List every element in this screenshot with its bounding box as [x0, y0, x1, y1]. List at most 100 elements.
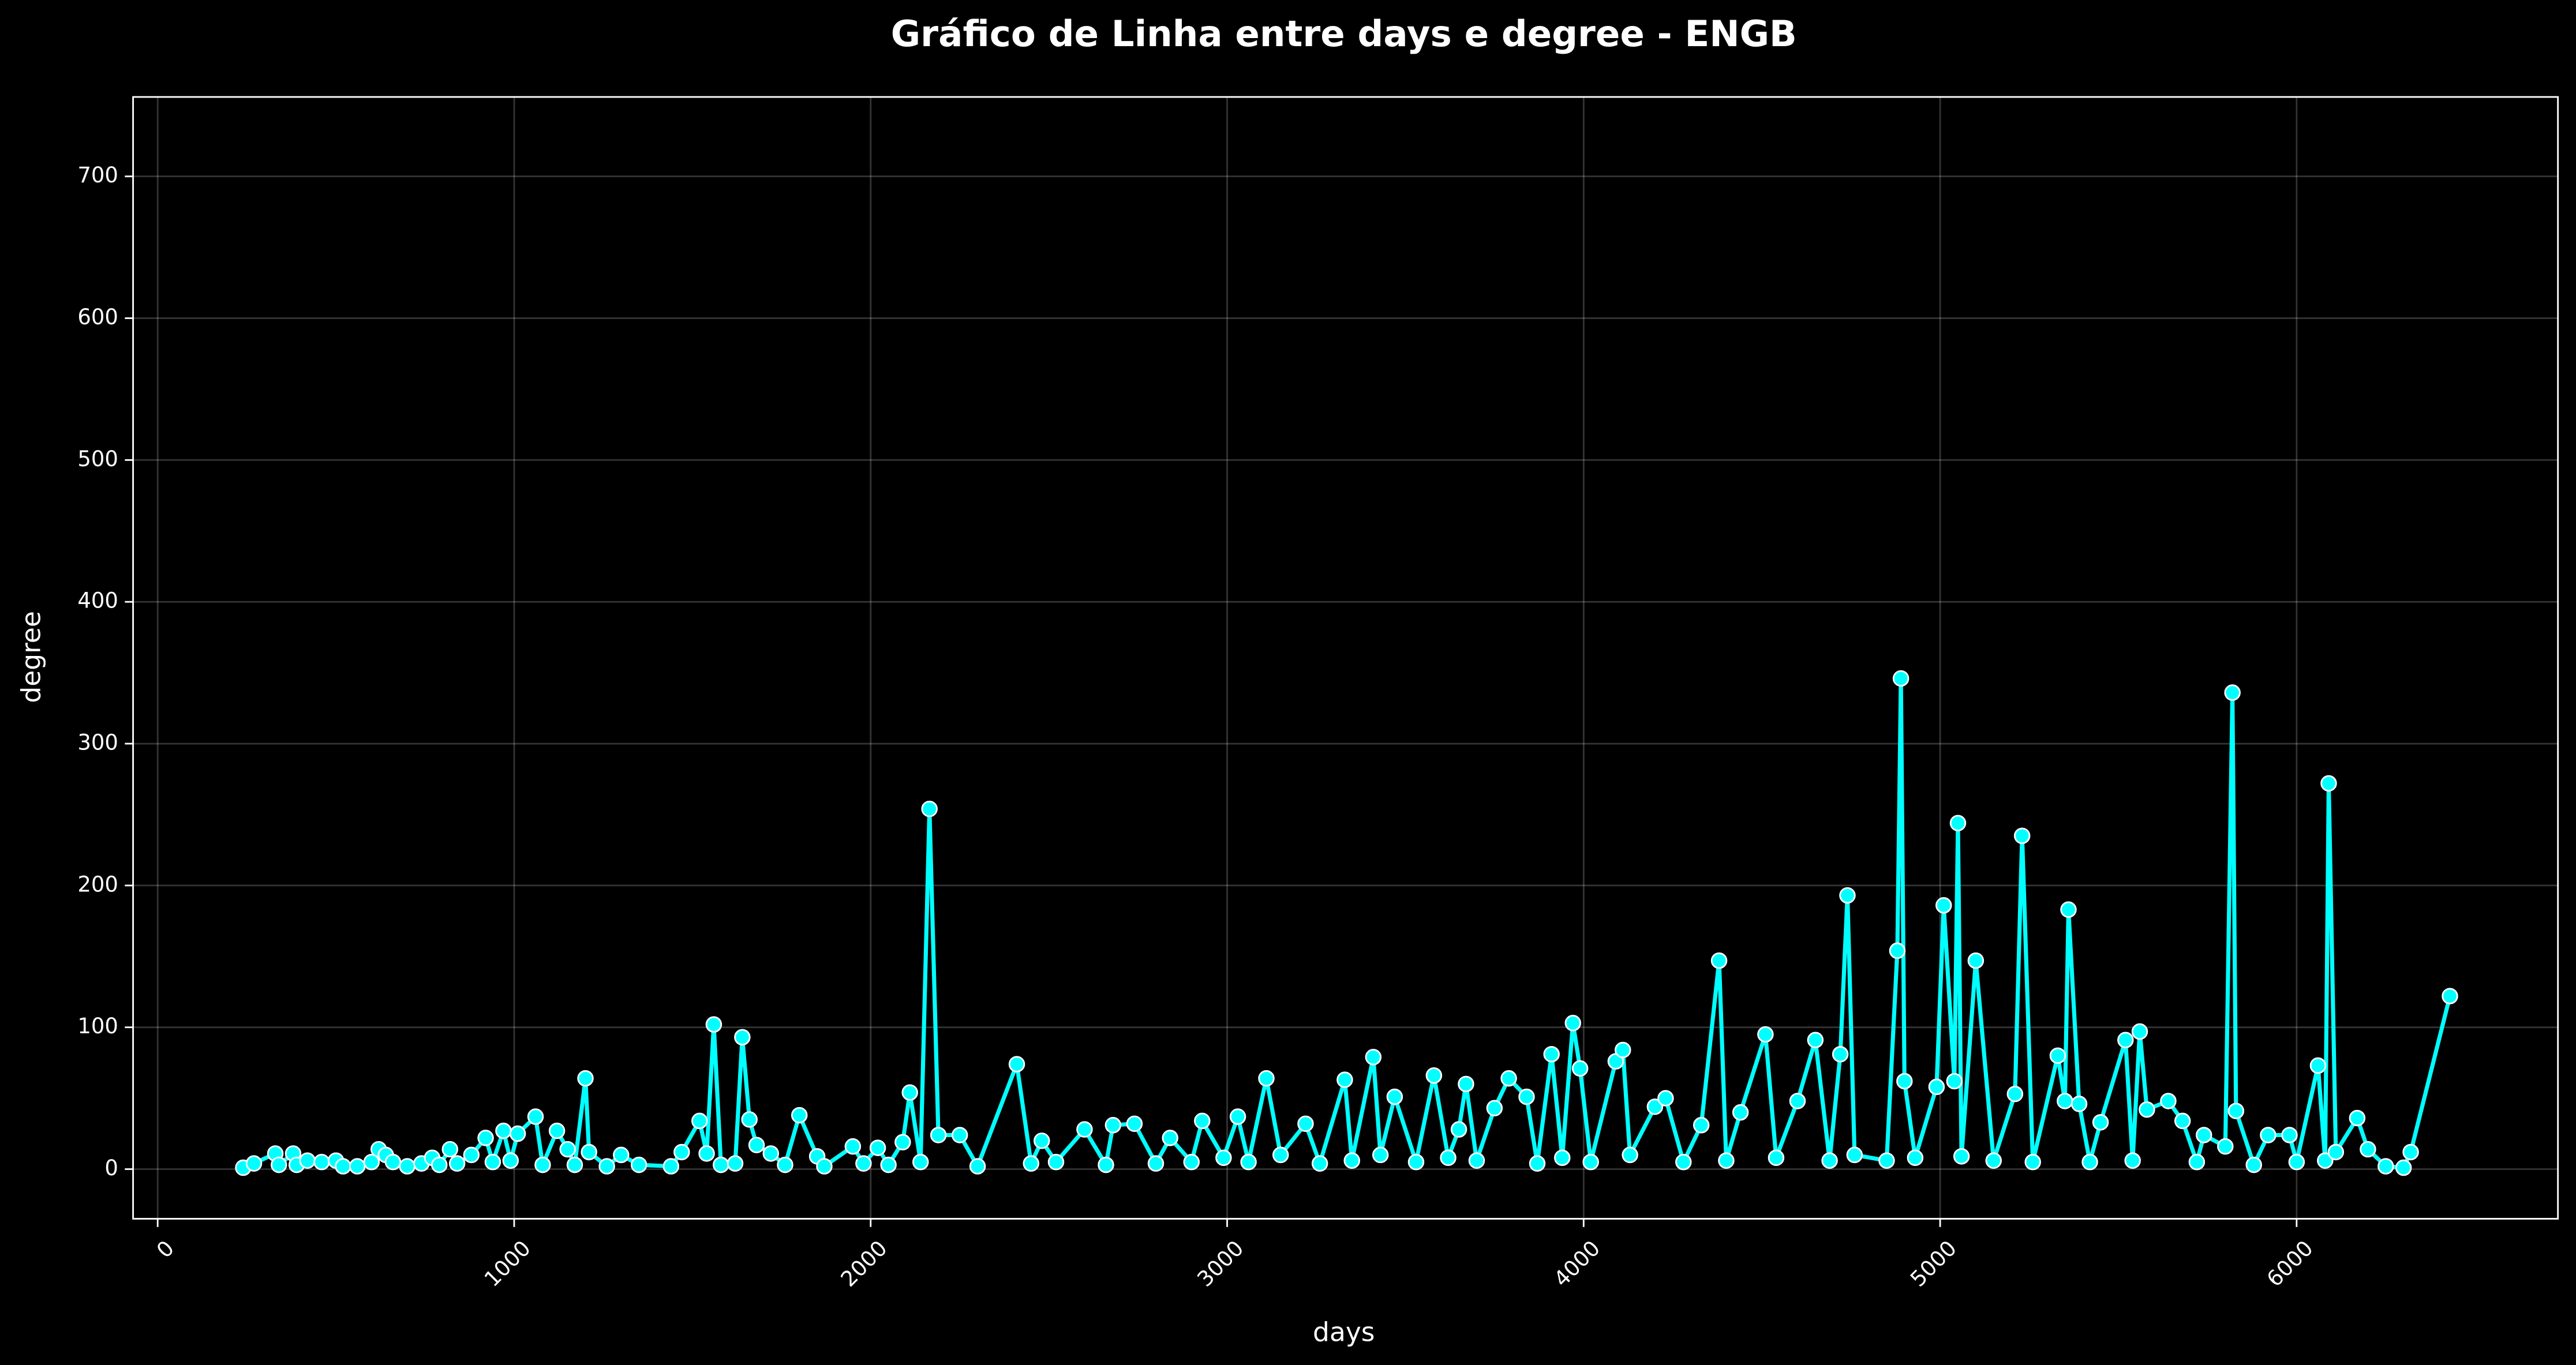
data-point [2349, 1109, 2366, 1127]
data-point [527, 1108, 544, 1125]
data-point [1126, 1115, 1143, 1132]
data-point [2006, 1085, 2024, 1102]
data-point [477, 1130, 494, 1146]
data-point [1946, 1072, 1963, 1090]
data-point [713, 1156, 729, 1173]
data-point [2227, 1102, 2245, 1119]
data-point [1194, 1112, 1211, 1130]
data-point [1297, 1115, 1314, 1132]
data-point [2139, 1101, 2155, 1118]
data-point [1693, 1117, 1710, 1134]
data-point [762, 1145, 780, 1162]
data-point [1372, 1146, 1389, 1164]
data-point [2377, 1158, 2394, 1175]
data-point [463, 1146, 480, 1164]
y-tick-label: 400 [77, 588, 118, 613]
data-point [1104, 1117, 1122, 1134]
y-tick-label: 200 [77, 872, 118, 897]
data-point [2327, 1143, 2345, 1161]
data-point [673, 1143, 690, 1161]
data-point [1518, 1088, 1535, 1105]
data-point [1582, 1153, 1599, 1171]
data-point [1935, 897, 1952, 914]
data-point [1098, 1156, 1114, 1173]
data-point [901, 1084, 918, 1101]
data-point [930, 1127, 947, 1143]
data-point [598, 1158, 615, 1175]
data-point [1147, 1155, 1165, 1172]
data-point [1215, 1149, 1232, 1167]
data-point [577, 1070, 594, 1087]
data-point [509, 1125, 526, 1142]
data-point [1757, 1026, 1774, 1043]
y-tick-label: 100 [77, 1014, 118, 1038]
data-point [2013, 827, 2031, 845]
data-point [559, 1141, 576, 1158]
data-point [777, 1156, 793, 1173]
data-point [299, 1152, 316, 1169]
data-point [691, 1112, 708, 1130]
data-point [2081, 1153, 2098, 1171]
data-point [748, 1137, 765, 1153]
data-point [1571, 1060, 1589, 1077]
data-point [335, 1158, 351, 1175]
data-point [698, 1145, 715, 1162]
data-point [1807, 1032, 1824, 1049]
data-point [1336, 1071, 1353, 1088]
data-point [880, 1156, 897, 1173]
data-point [662, 1158, 680, 1175]
data-point [566, 1156, 583, 1173]
data-point [1878, 1152, 1895, 1169]
data-point [1892, 670, 1909, 687]
data-point [1034, 1132, 1050, 1149]
data-point [1468, 1152, 1485, 1169]
data-point [2188, 1153, 2206, 1171]
data-point [2070, 1096, 2088, 1112]
data-point [495, 1122, 512, 1139]
data-point [349, 1158, 366, 1175]
data-point [1622, 1146, 1638, 1164]
data-point [534, 1156, 551, 1173]
data-point [1047, 1153, 1065, 1171]
data-point [1500, 1070, 1517, 1087]
data-point [1889, 942, 1906, 959]
data-point [1953, 1148, 1970, 1165]
data-point [484, 1153, 501, 1171]
data-point [1832, 1046, 1849, 1063]
data-point [1732, 1104, 1749, 1121]
y-axis-label: degree [16, 611, 46, 703]
data-point [2360, 1141, 2376, 1158]
data-point [2317, 1152, 2334, 1169]
data-point [951, 1127, 968, 1143]
x-axis-label: days [1313, 1317, 1375, 1347]
data-point [1258, 1070, 1275, 1087]
data-point [1675, 1153, 1692, 1171]
data-point [448, 1155, 466, 1172]
data-point [1710, 952, 1728, 969]
data-point [1789, 1093, 1806, 1109]
data-point [912, 1153, 929, 1171]
data-point [1486, 1100, 1503, 1117]
data-point [2442, 988, 2458, 1004]
y-tick-label: 600 [77, 305, 118, 329]
data-point [2174, 1112, 2191, 1130]
chart-title: Gráfico de Linha entre days e degree - E… [891, 13, 1797, 55]
data-point [1076, 1121, 1093, 1138]
plot-frame [132, 96, 2559, 1220]
data-point [1407, 1153, 1425, 1171]
data-point [1543, 1046, 1560, 1063]
data-point [1928, 1078, 1945, 1096]
data-point [1896, 1072, 1913, 1090]
y-tick-label: 0 [104, 1156, 118, 1180]
data-point [441, 1141, 459, 1158]
data-point [548, 1122, 566, 1139]
data-point [1529, 1155, 1546, 1172]
data-point [2160, 1093, 2177, 1109]
data-point [844, 1138, 862, 1155]
data-point [2245, 1156, 2262, 1173]
data-point [1846, 1146, 1863, 1164]
data-point [1272, 1146, 1289, 1164]
data-point [431, 1156, 448, 1173]
data-point [2402, 1143, 2419, 1161]
data-point [2124, 1152, 2141, 1169]
